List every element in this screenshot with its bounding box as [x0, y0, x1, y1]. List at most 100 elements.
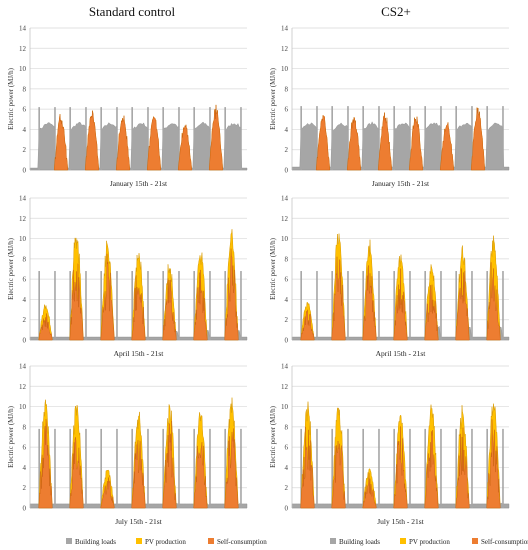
building-load-spike — [331, 271, 333, 340]
y-tick-label: 0 — [285, 337, 289, 345]
building-load-spike — [502, 106, 504, 170]
y-tick-label: 8 — [285, 85, 289, 93]
y-tick-label: 12 — [281, 45, 289, 53]
building-load-spike — [54, 428, 56, 508]
x-axis-caption: January 15th - 21st — [110, 179, 168, 188]
self-consumption-day-7 — [224, 428, 239, 509]
building-load-spike — [471, 428, 473, 508]
building-load-spike — [316, 428, 318, 508]
building-load-spike — [240, 428, 242, 508]
self-consumption-day-3 — [377, 112, 393, 171]
building-load-spike — [224, 271, 226, 340]
self-consumption-day-1 — [38, 419, 53, 509]
y-tick-label: 10 — [19, 403, 27, 411]
self-consumption-day-5 — [439, 122, 455, 171]
y-tick-label: 4 — [285, 296, 289, 304]
y-tick-label: 2 — [285, 146, 289, 154]
building-load-spike — [85, 428, 87, 508]
y-axis-label: Electric power (MJ/h) — [7, 405, 15, 467]
building-load-spike — [224, 428, 226, 508]
y-axis-label: Electric power (MJ/h) — [269, 237, 277, 299]
x-axis-caption: July 15th - 21st — [377, 517, 424, 526]
building-load-spike — [100, 428, 102, 508]
self-consumption-day-6 — [193, 269, 208, 341]
self-consumption-day-4 — [393, 268, 408, 341]
building-load-spike — [147, 107, 149, 170]
legend-swatch-pv — [400, 538, 406, 544]
y-tick-label: 4 — [23, 296, 27, 304]
y-tick-label: 10 — [19, 65, 27, 73]
building-load-spike — [316, 106, 318, 170]
building-load-spike — [331, 428, 333, 508]
building-load-spike — [300, 271, 302, 340]
legend-swatch-building — [330, 538, 336, 544]
building-load-spike — [193, 271, 195, 340]
self-consumption-day-4 — [131, 440, 146, 509]
self-consumption-day-7 — [486, 262, 501, 341]
chart-panel-5: 0 2 4 6 8 10 12 14 Electric power (MJ/h) July 15t… — [7, 363, 248, 526]
x-axis-caption: January 15th - 21st — [372, 179, 430, 188]
building-load-spike — [409, 106, 411, 170]
legend-1: Building loads PV production Self-consumpt… — [66, 538, 267, 546]
building-load-spike — [393, 106, 395, 170]
chart-panel-6: 0 2 4 6 8 10 12 14 Electric power (MJ/h) July 15t… — [269, 363, 510, 526]
self-consumption-day-2 — [346, 116, 362, 171]
self-consumption-day-4 — [393, 426, 408, 509]
building-load-spike — [409, 428, 411, 508]
building-load-spike — [471, 271, 473, 340]
y-tick-label: 6 — [285, 444, 289, 452]
y-tick-label: 2 — [285, 316, 289, 324]
y-tick-label: 14 — [281, 195, 289, 203]
self-consumption-day-3 — [362, 473, 377, 509]
building-load-spike — [378, 428, 380, 508]
chart-panel-4: 0 2 4 6 8 10 12 14 Electric power (MJ/h) April 15… — [269, 195, 510, 358]
building-load-spike — [455, 271, 457, 340]
building-load-spike — [331, 106, 333, 170]
building-load-spike — [240, 107, 242, 170]
building-load-spike — [209, 428, 211, 508]
y-tick-label: 6 — [285, 276, 289, 284]
building-load-spike — [38, 428, 40, 508]
y-tick-label: 2 — [23, 146, 27, 154]
self-consumption-day-1 — [300, 309, 315, 341]
self-consumption-day-7 — [486, 419, 501, 509]
legend-swatch-self — [208, 538, 214, 544]
y-tick-label: 8 — [23, 85, 27, 93]
y-tick-label: 14 — [19, 195, 27, 203]
legend-label-pv: PV production — [145, 538, 186, 546]
building-load-spike — [85, 271, 87, 340]
y-axis-label: Electric power (MJ/h) — [269, 67, 277, 129]
chart-panel-2: 0 2 4 6 8 10 12 14 Electric power (MJ/h) January … — [269, 25, 510, 188]
self-consumption-day-4 — [146, 115, 162, 171]
self-consumption-day-5 — [424, 430, 439, 509]
column-title-standard-control: Standard control — [88, 4, 176, 19]
y-tick-label: 12 — [19, 383, 27, 391]
building-load-spike — [362, 271, 364, 340]
y-tick-label: 4 — [285, 464, 289, 472]
building-load-spike — [147, 428, 149, 508]
y-axis-label: Electric power (MJ/h) — [7, 237, 15, 299]
legend-label-pv: PV production — [409, 538, 450, 546]
y-tick-label: 14 — [281, 363, 289, 371]
y-tick-label: 12 — [281, 215, 289, 223]
column-title-cs2plus: CS2+ — [381, 4, 411, 19]
building-load-spike — [100, 271, 102, 340]
x-axis-caption: April 15th - 21st — [114, 349, 165, 358]
building-load-spike — [224, 107, 226, 170]
legend-label-self: Self-consumption — [481, 538, 528, 546]
building-load-spike — [347, 106, 349, 170]
self-consumption-day-5 — [424, 284, 439, 341]
building-load-spike — [131, 428, 133, 508]
chart-panel-1: 0 2 4 6 8 10 12 14 Electric power (MJ/h) January … — [7, 25, 248, 188]
building-load-spike — [116, 107, 118, 170]
y-tick-label: 2 — [285, 484, 289, 492]
building-load-spike — [100, 107, 102, 170]
legend-swatch-building — [66, 538, 72, 544]
legend-swatch-self — [472, 538, 478, 544]
building-load-spike — [240, 271, 242, 340]
y-tick-label: 0 — [285, 505, 289, 513]
building-load-spike — [362, 428, 364, 508]
building-load-spike — [316, 271, 318, 340]
building-load-spike — [300, 428, 302, 508]
